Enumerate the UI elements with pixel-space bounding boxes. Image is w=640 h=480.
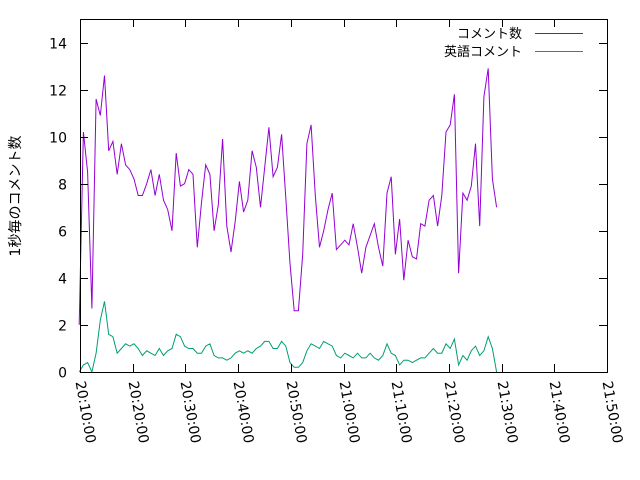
- x-tick-label: 20:40:00: [230, 380, 257, 445]
- y-tick-label: 4: [58, 272, 67, 288]
- x-tick-label: 20:20:00: [125, 380, 152, 445]
- x-tick-label: 21:50:00: [599, 380, 626, 445]
- plot-frame: [80, 19, 608, 373]
- x-tick-label: 21:20:00: [441, 380, 468, 445]
- x-tick-label: 21:40:00: [546, 380, 573, 445]
- x-axis-ticks: 20:10:00 20:20:00 20:30:00 20:40:00 20:50:00…: [72, 19, 626, 445]
- series-line-2: [78, 301, 498, 374]
- y-tick-label: 8: [58, 178, 67, 194]
- x-tick-label: 20:10:00: [72, 380, 99, 445]
- series-layer: [78, 68, 498, 374]
- x-tick-label: 21:10:00: [388, 380, 415, 445]
- y-axis-label: 1秒毎のコメント数: [8, 136, 24, 257]
- series-line-1: [78, 68, 498, 325]
- x-tick-label: 21:00:00: [336, 380, 363, 445]
- legend-label: コメント数: [457, 27, 522, 42]
- x-tick-label: 20:50:00: [283, 380, 310, 445]
- y-tick-label: 6: [58, 225, 67, 241]
- y-tick-label: 12: [49, 84, 67, 100]
- y-tick-label: 0: [58, 366, 67, 382]
- y-tick-label: 14: [49, 37, 67, 53]
- y-tick-label: 10: [49, 131, 67, 147]
- legend-label: 英語コメント: [444, 44, 522, 60]
- y-axis-ticks: 0 2 4 6 8 10 12 14: [49, 37, 607, 382]
- x-tick-label: 21:30:00: [494, 380, 521, 445]
- x-tick-label: 20:30:00: [177, 380, 204, 445]
- y-tick-label: 2: [58, 319, 67, 335]
